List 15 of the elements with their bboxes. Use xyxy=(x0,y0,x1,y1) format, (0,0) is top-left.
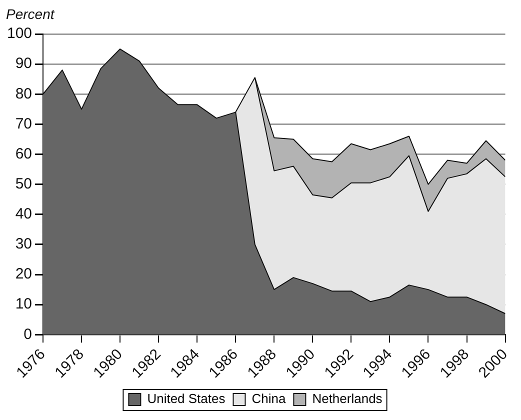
y-tick-label: 100 xyxy=(6,25,32,42)
legend-label: Netherlands xyxy=(312,391,383,406)
y-tick-label: 20 xyxy=(15,266,32,283)
legend-label: China xyxy=(252,391,286,406)
y-tick-label: 90 xyxy=(15,55,32,72)
legend-label: United States xyxy=(147,391,226,406)
y-tick-label: 0 xyxy=(24,326,32,343)
y-axis-title: Percent xyxy=(6,6,56,22)
y-tick-label: 10 xyxy=(15,296,32,313)
y-tick-label: 70 xyxy=(15,115,32,132)
y-tick-label: 80 xyxy=(15,85,32,102)
y-tick-label: 60 xyxy=(15,145,32,162)
y-tick-label: 50 xyxy=(15,175,32,192)
y-tick-label: 40 xyxy=(15,206,32,223)
y-tick-label: 30 xyxy=(15,236,32,253)
